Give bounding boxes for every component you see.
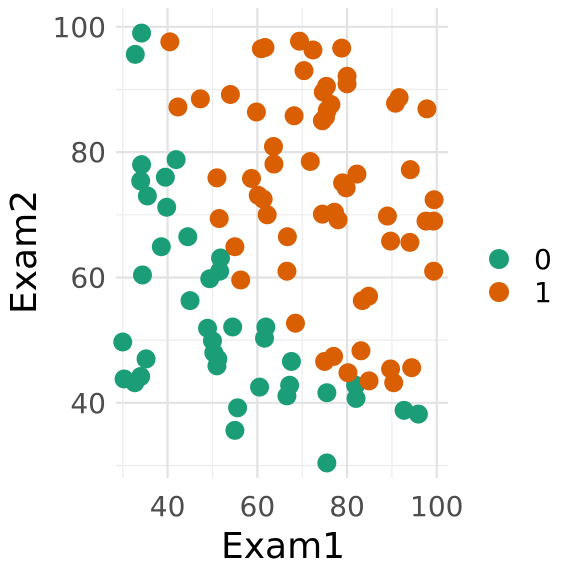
data-point-0 — [394, 400, 414, 420]
y-tick-label: 80 — [70, 136, 106, 169]
data-point-1 — [300, 152, 320, 172]
data-point-0 — [346, 388, 366, 408]
x-axis-ticks: 40 60 80 100 — [150, 490, 464, 523]
data-point-1 — [285, 313, 305, 333]
data-point-1 — [284, 106, 304, 126]
data-point-1 — [347, 164, 367, 184]
data-point-1 — [316, 107, 336, 127]
data-point-1 — [168, 97, 188, 117]
data-point-0 — [166, 150, 186, 170]
data-point-1 — [338, 363, 358, 383]
x-tick-label: 100 — [410, 490, 463, 523]
data-point-0 — [136, 349, 156, 369]
legend: 01 — [489, 243, 552, 309]
data-point-1 — [400, 160, 420, 180]
data-point-0 — [225, 420, 245, 440]
data-point-1 — [359, 286, 379, 306]
y-tick-label: 100 — [53, 11, 106, 44]
data-point-1 — [402, 358, 422, 378]
data-point-0 — [223, 317, 243, 337]
data-point-1 — [381, 231, 401, 251]
data-point-0 — [155, 167, 175, 187]
data-point-1 — [246, 102, 266, 122]
data-point-1 — [359, 371, 379, 391]
data-point-0 — [131, 366, 151, 386]
data-point-1 — [386, 93, 406, 113]
data-point-1 — [424, 211, 444, 231]
data-point-1 — [303, 40, 323, 60]
data-point-0 — [408, 404, 428, 424]
data-point-1 — [220, 84, 240, 104]
data-point-0 — [178, 227, 198, 247]
data-point-1 — [289, 31, 309, 51]
data-point-0 — [151, 237, 171, 257]
data-point-1 — [324, 346, 344, 366]
y-axis-title: Exam2 — [4, 190, 45, 314]
data-point-0 — [132, 155, 152, 175]
data-point-1 — [264, 154, 284, 174]
data-point-1 — [209, 209, 229, 229]
data-point-1 — [424, 190, 444, 210]
data-point-1 — [424, 261, 444, 281]
legend-label-1: 1 — [534, 276, 552, 309]
data-point-0 — [180, 291, 200, 311]
data-point-0 — [131, 171, 151, 191]
legend-label-0: 0 — [534, 243, 552, 276]
data-point-1 — [241, 168, 261, 188]
data-point-1 — [332, 38, 352, 58]
data-point-1 — [231, 270, 251, 290]
data-point-1 — [160, 32, 180, 52]
data-point-0 — [125, 44, 145, 64]
data-point-1 — [225, 237, 245, 257]
data-point-1 — [277, 227, 297, 247]
data-point-1 — [328, 210, 348, 230]
data-point-1 — [337, 74, 357, 94]
data-point-0 — [228, 398, 248, 418]
data-point-1 — [190, 89, 210, 109]
data-point-1 — [207, 168, 227, 188]
data-point-0 — [113, 332, 133, 352]
data-point-1 — [253, 189, 273, 209]
data-point-1 — [263, 136, 283, 156]
data-point-1 — [400, 232, 420, 252]
x-tick-label: 80 — [329, 490, 365, 523]
data-point-1 — [277, 261, 297, 281]
data-point-1 — [351, 341, 371, 361]
data-point-0 — [132, 265, 152, 285]
x-tick-label: 40 — [150, 490, 186, 523]
data-point-1 — [384, 373, 404, 393]
data-point-1 — [316, 76, 336, 96]
data-points — [113, 23, 444, 473]
data-point-0 — [317, 383, 337, 403]
y-axis-ticks: 40 60 80 100 — [53, 11, 106, 420]
data-point-1 — [257, 205, 277, 225]
data-point-0 — [277, 386, 297, 406]
data-point-0 — [157, 197, 177, 217]
data-point-1 — [294, 61, 314, 81]
data-point-0 — [255, 328, 275, 348]
data-point-1 — [255, 37, 275, 57]
data-point-1 — [377, 206, 397, 226]
data-point-1 — [417, 99, 437, 119]
data-point-1 — [336, 178, 356, 198]
data-point-0 — [281, 351, 301, 371]
data-point-0 — [207, 356, 227, 376]
y-tick-label: 60 — [70, 261, 106, 294]
data-point-0 — [250, 377, 270, 397]
legend-key-0 — [489, 249, 509, 269]
data-point-0 — [132, 23, 152, 43]
x-tick-label: 60 — [240, 490, 276, 523]
data-point-0 — [317, 453, 337, 473]
data-point-0 — [211, 248, 231, 268]
legend-key-1 — [489, 282, 509, 302]
data-point-0 — [137, 186, 157, 206]
x-axis-title: Exam1 — [221, 526, 345, 567]
y-tick-label: 40 — [70, 387, 106, 420]
